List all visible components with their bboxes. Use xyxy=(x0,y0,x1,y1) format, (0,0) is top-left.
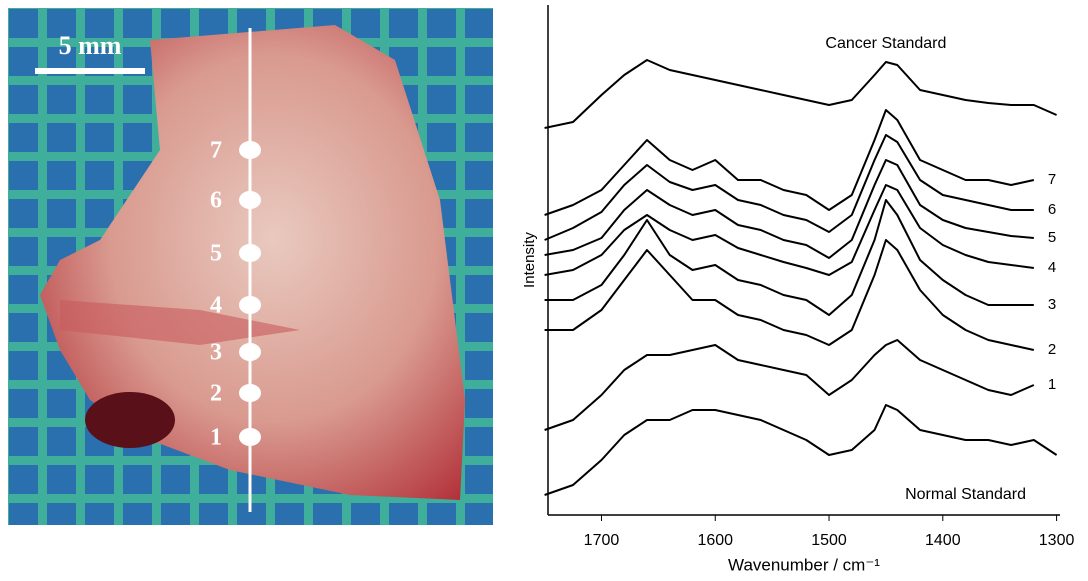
point-marker xyxy=(239,428,261,446)
series-label: 7 xyxy=(1048,171,1056,188)
spectrum xyxy=(544,339,1035,431)
x-tick-label: 1400 xyxy=(925,532,961,549)
scale-label: 5 mm xyxy=(59,31,122,60)
tissue-band xyxy=(60,300,300,345)
spectrum xyxy=(544,134,1034,241)
chart: 1700 1600 1500 1400 1300 Wavenumber / cm⁻¹ Int… xyxy=(521,5,1075,574)
spectrum xyxy=(544,109,1035,216)
x-tick-label: 1700 xyxy=(584,532,620,549)
point-marker xyxy=(239,191,261,209)
point-label: 5 xyxy=(210,241,222,267)
x-tick-label: 1500 xyxy=(811,532,847,549)
point-label: 2 xyxy=(210,381,222,407)
point-marker xyxy=(239,296,261,314)
point-marker xyxy=(239,343,261,361)
x-tick-label: 1300 xyxy=(1039,532,1075,549)
tissue xyxy=(40,25,465,500)
series-label: Cancer Standard xyxy=(825,35,946,52)
spectrum xyxy=(544,199,1034,316)
point-marker xyxy=(239,384,261,402)
y-axis-title: Intensity xyxy=(521,232,538,288)
spectrum xyxy=(544,239,1035,351)
spectrum xyxy=(544,59,1057,129)
point-marker xyxy=(239,244,261,262)
point-label: 7 xyxy=(210,138,222,164)
series-label: Normal Standard xyxy=(905,486,1026,503)
series-label: 4 xyxy=(1048,259,1056,276)
series-label: 1 xyxy=(1048,376,1056,393)
point-marker xyxy=(239,141,261,159)
point-label: 3 xyxy=(210,340,222,366)
series-label: 3 xyxy=(1048,296,1056,313)
x-axis-title: Wavenumber / cm⁻¹ xyxy=(728,555,880,574)
series-label: 2 xyxy=(1048,341,1056,358)
spectrum xyxy=(544,184,1034,276)
spectrum xyxy=(544,404,1058,496)
point-label: 6 xyxy=(210,188,222,214)
tissue-cavity xyxy=(85,392,175,448)
points: 1 2 3 4 5 6 7 xyxy=(210,138,261,451)
spectrum xyxy=(544,159,1034,259)
point-label: 4 xyxy=(210,293,222,319)
x-tick-label: 1600 xyxy=(697,532,733,549)
series-label: 6 xyxy=(1048,201,1056,218)
photo: 5 mm 1 2 3 4 5 6 7 xyxy=(8,8,493,525)
series-label: 5 xyxy=(1048,229,1056,246)
point-label: 1 xyxy=(210,425,222,451)
scale-bar xyxy=(35,68,145,74)
